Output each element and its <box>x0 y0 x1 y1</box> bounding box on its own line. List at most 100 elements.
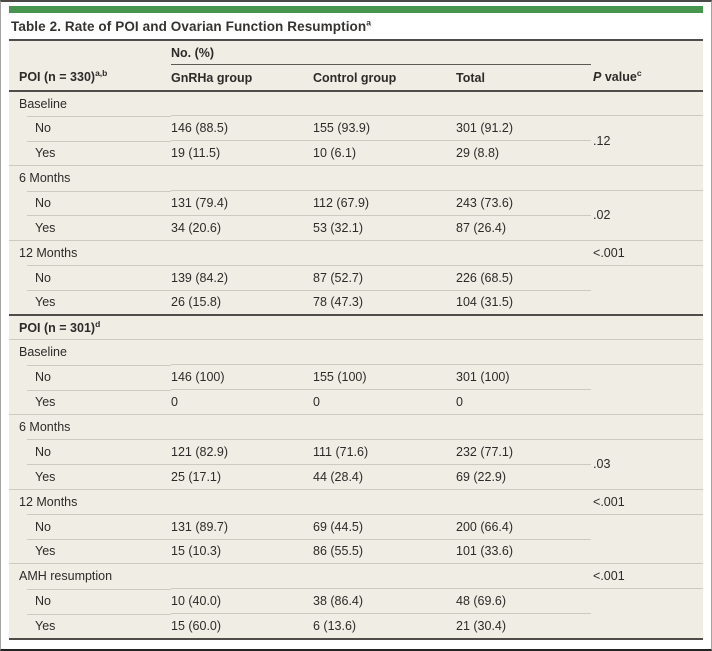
cell-control: 111 (71.6) <box>313 438 456 465</box>
table-row-section: AMH resumption <.001 <box>9 563 704 589</box>
cell-label: Yes <box>9 539 171 564</box>
cell-control: 78 (47.3) <box>313 289 456 316</box>
cell-gnrha: 10 (40.0) <box>171 588 313 614</box>
table-row-section: Baseline <box>9 91 703 116</box>
cell-total: 226 (68.5) <box>456 264 592 291</box>
cell-control: 86 (55.5) <box>313 538 456 564</box>
p-italic: P <box>593 70 602 85</box>
cell-total: 21 (30.4) <box>456 613 592 639</box>
header-stub-text: POI (n = 330) <box>19 70 96 85</box>
cell-p-value: .03 <box>591 438 704 490</box>
cell-p-value: .02 <box>591 190 704 241</box>
cell-control: 6 (13.6) <box>313 613 456 639</box>
section-label: Baseline <box>19 96 67 111</box>
cell-label: No <box>9 514 171 540</box>
cell-total: 48 (69.6) <box>456 588 592 614</box>
cell-gnrha: 34 (20.6) <box>171 214 313 241</box>
cell-p-value: <.001 <box>591 488 704 515</box>
cell-gnrha: 25 (17.1) <box>171 463 313 490</box>
cell-control: 155 (93.9) <box>313 115 456 141</box>
table-row: No 146 (88.5) 155 (93.9) 301 (91.2) .12 <box>9 115 704 166</box>
cell-gnrha: 131 (89.7) <box>171 513 313 540</box>
p-word: value <box>601 70 637 85</box>
cell-total: 101 (33.6) <box>456 538 592 564</box>
cell-gnrha: 146 (88.5) <box>171 115 313 141</box>
header-col-pvalue: P valuec <box>591 64 704 92</box>
group-label-text: POI (n = 301) <box>19 320 96 335</box>
group-label: POI (n = 301)d <box>9 314 704 340</box>
cell-label: Yes <box>9 613 171 639</box>
table-row: Yes 15 (60.0) 6 (13.6) 21 (30.4) <box>9 613 703 639</box>
cell-p-value <box>591 588 704 639</box>
header-stub-footnote-mark: a,b <box>95 68 108 79</box>
table-title: Table 2. Rate of POI and Ovarian Functio… <box>9 13 703 41</box>
header-empty-cell <box>9 41 171 65</box>
cell-control: 38 (86.4) <box>313 588 456 614</box>
cell-total: 232 (77.1) <box>456 438 592 465</box>
cell-gnrha: 139 (84.2) <box>171 264 313 291</box>
cell-control: 44 (28.4) <box>313 463 456 490</box>
cell-total: 29 (8.8) <box>456 140 592 166</box>
cell-gnrha: 0 <box>171 389 313 415</box>
header-empty-cell <box>591 41 703 65</box>
section-label: 12 Months <box>9 488 592 515</box>
cell-label: No <box>9 439 171 465</box>
data-table: No. (%) POI (n = 330)a,b GnRHa group Con… <box>9 41 704 640</box>
table-row-group-header: POI (n = 301)d <box>9 314 704 340</box>
cell-total: 104 (31.5) <box>456 289 592 316</box>
cell-total: 87 (26.4) <box>456 214 592 241</box>
cell-p-value <box>591 165 704 191</box>
cell-label: No <box>9 115 171 141</box>
cell-label: No <box>9 265 171 291</box>
cell-control: 155 (100) <box>313 364 456 390</box>
cell-label: No <box>9 190 171 216</box>
cell-total: 301 (100) <box>456 364 592 390</box>
cell-p-value: .12 <box>591 115 704 166</box>
table-row: No 146 (100) 155 (100) 301 (100) <box>9 364 704 415</box>
table-row-section: 12 Months <.001 <box>9 488 704 515</box>
cell-total: 0 <box>456 389 592 415</box>
cell-label: Yes <box>9 389 171 415</box>
table-row-section: 12 Months <.001 <box>9 239 704 266</box>
table-row: No 139 (84.2) 87 (52.7) 226 (68.5) <box>9 264 704 316</box>
group-footnote-mark: d <box>95 318 101 329</box>
cell-label: Yes <box>9 464 171 490</box>
section-label: 6 Months <box>9 414 592 440</box>
cell-label: Yes <box>9 290 171 316</box>
table-row: Yes 15 (10.3) 86 (55.5) 101 (33.6) <box>9 538 703 564</box>
header-col-gnrha: GnRHa group <box>171 64 313 92</box>
cell-gnrha: 121 (82.9) <box>171 438 313 465</box>
cell-total: 69 (22.9) <box>456 463 592 490</box>
table-row: No 10 (40.0) 38 (86.4) 48 (69.6) <box>9 588 704 639</box>
cell-gnrha: 15 (60.0) <box>171 613 313 639</box>
cell-p-value <box>591 339 704 365</box>
cell-gnrha: 146 (100) <box>171 364 313 390</box>
section-label: 6 Months <box>9 165 592 191</box>
p-footnote-mark: c <box>636 68 642 79</box>
cell-label: Yes <box>9 215 171 241</box>
table-row: Yes 26 (15.8) 78 (47.3) 104 (31.5) <box>9 289 703 316</box>
cell-gnrha: 19 (11.5) <box>171 140 313 166</box>
table-row: No 131 (89.7) 69 (44.5) 200 (66.4) <box>9 513 704 564</box>
table-title-text: Table 2. Rate of POI and Ovarian Functio… <box>11 19 367 34</box>
cell-gnrha: 15 (10.3) <box>171 538 313 564</box>
table-body: Baseline No 146 (88.5) 155 (93.9) 301 (9… <box>9 91 704 639</box>
cell-label: Yes <box>9 140 171 166</box>
table-title-footnote-mark: a <box>366 17 372 28</box>
cell-gnrha: 26 (15.8) <box>171 289 313 316</box>
table-row: No 131 (79.4) 112 (67.9) 243 (73.6) .02 <box>9 190 704 241</box>
cell-total: 301 (91.2) <box>456 115 592 141</box>
table-row-section: Baseline <box>9 339 704 365</box>
table-row-section: 6 Months <box>9 414 704 440</box>
table-row: Yes 0 0 0 <box>9 389 703 415</box>
cell-control: 112 (67.9) <box>313 190 456 216</box>
table-header: No. (%) POI (n = 330)a,b GnRHa group Con… <box>9 41 704 92</box>
cell-p-value <box>591 414 704 440</box>
cell-p-value <box>591 264 704 316</box>
cell-p-value <box>591 364 704 415</box>
cell-total: 243 (73.6) <box>456 190 592 216</box>
cell-p-value <box>591 91 703 116</box>
cell-control: 0 <box>313 389 456 415</box>
header-col-total: Total <box>456 64 592 92</box>
